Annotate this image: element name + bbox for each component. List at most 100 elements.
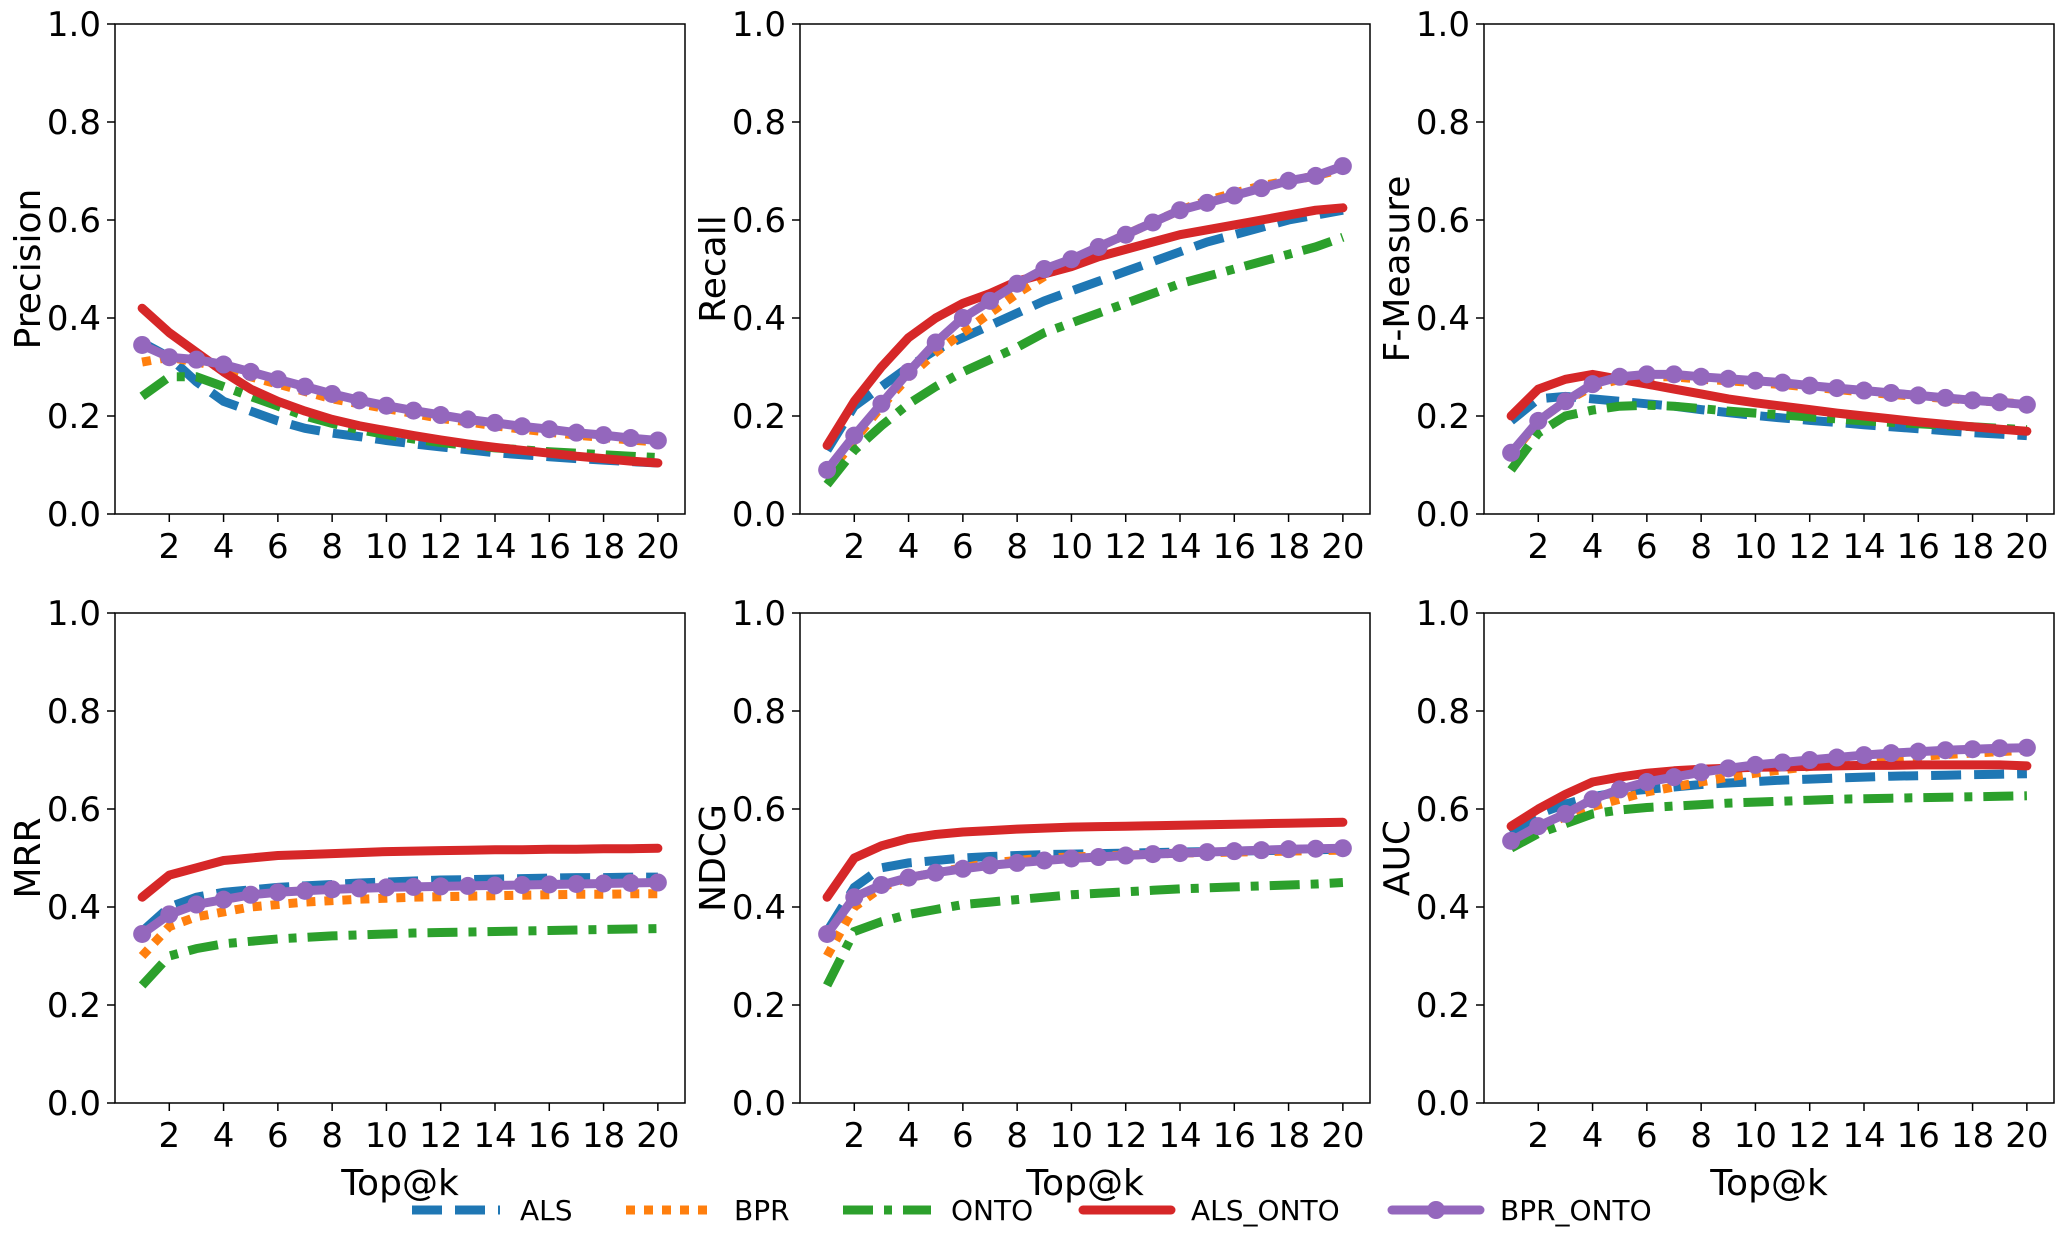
data-point-bpr-onto <box>1610 780 1629 799</box>
data-point-bpr-onto <box>1827 379 1846 398</box>
x-tick-label: 16 <box>1897 527 1940 567</box>
series-line-onto <box>1507 400 2028 473</box>
plot-area <box>800 24 1370 514</box>
legend-label: ALS <box>520 1194 573 1227</box>
y-tick-label: 1.0 <box>47 594 101 634</box>
data-point-bpr-onto <box>1035 851 1054 870</box>
data-point-bpr-onto <box>1610 367 1629 386</box>
data-point-bpr-onto <box>1665 365 1683 384</box>
data-point-bpr-onto <box>1306 839 1325 858</box>
x-tick-label: 20 <box>636 1116 679 1156</box>
data-point-bpr-onto <box>458 410 477 429</box>
series-line-als-onto <box>822 203 1348 450</box>
y-tick-label: 1.0 <box>1416 594 1470 634</box>
data-point-bpr-onto <box>818 924 837 943</box>
x-tick-label: 14 <box>1158 527 1201 567</box>
x-tick-label: 4 <box>213 527 235 567</box>
plot-frame <box>1483 612 2055 1104</box>
x-tick-label: 4 <box>1582 527 1604 567</box>
y-tick-label: 0.0 <box>1416 1084 1470 1124</box>
data-point-bpr-onto <box>1719 369 1738 388</box>
data-point-bpr-onto <box>1225 186 1244 205</box>
data-point-bpr-onto <box>1171 201 1189 220</box>
legend-item-bpr: BPR <box>626 1194 790 1227</box>
chart-panel-mrr: 0.0 0.2 0.4 0.6 0.8 1.0 2 4 6 8 10 12 14 16 18 20 MRR Top… <box>8 594 686 1204</box>
data-point-bpr-onto <box>1583 790 1602 809</box>
y-tick-label: 1.0 <box>732 594 786 634</box>
y-axis-title: AUC <box>1377 820 1418 896</box>
data-point-bpr-onto <box>241 885 260 904</box>
x-tick-label: 6 <box>267 527 289 567</box>
y-tick-label: 0.6 <box>732 790 786 830</box>
x-tick-label: 20 <box>2005 1116 2048 1156</box>
data-point-bpr-onto <box>2017 395 2036 414</box>
y-tick-label: 0.6 <box>1416 201 1470 241</box>
y-tick-label: 1.0 <box>47 5 101 45</box>
legend-label: BPR_ONTO <box>1500 1194 1652 1227</box>
data-point-bpr-onto <box>1692 763 1711 782</box>
series-line-als-onto <box>137 303 663 468</box>
y-tick-label: 0.8 <box>47 103 101 143</box>
data-point-bpr-onto <box>241 362 260 381</box>
data-point-bpr-onto <box>567 874 586 893</box>
x-tick-label: 6 <box>1636 1116 1658 1156</box>
plot-frame <box>114 23 686 515</box>
y-tick-label: 0.2 <box>732 986 786 1026</box>
x-tick-label: 4 <box>898 527 920 567</box>
data-point-bpr-onto <box>1333 157 1352 176</box>
data-point-bpr-onto <box>1936 741 1955 760</box>
series-line-als-onto <box>822 817 1348 902</box>
data-point-bpr-onto <box>1225 842 1244 861</box>
data-point-bpr-onto <box>1800 751 1819 769</box>
series-line-als <box>823 205 1344 453</box>
data-point-bpr-onto <box>214 355 233 374</box>
plot-frame <box>1483 23 2055 515</box>
x-tick-label: 18 <box>582 527 625 567</box>
data-point-bpr-onto <box>1990 393 2009 412</box>
x-tick-label: 10 <box>1050 1116 1093 1156</box>
data-point-bpr-onto <box>1963 740 1982 759</box>
x-tick-label: 2 <box>1527 527 1549 567</box>
x-tick-label: 2 <box>843 1116 865 1156</box>
data-point-bpr-onto <box>404 401 423 420</box>
data-point-bpr-onto <box>1529 411 1548 430</box>
data-point-bpr-onto <box>1171 844 1189 863</box>
legend-item-als-onto: ALS_ONTO <box>1078 1194 1340 1227</box>
data-point-bpr-onto <box>296 881 314 900</box>
data-point-bpr-onto <box>323 384 342 403</box>
y-tick-label: 0.2 <box>732 397 786 437</box>
legend-label: BPR <box>734 1194 790 1227</box>
x-tick-label: 8 <box>321 1116 343 1156</box>
y-tick-label: 0.6 <box>47 201 101 241</box>
x-tick-label: 12 <box>1788 527 1831 567</box>
x-tick-label: 2 <box>1527 1116 1549 1156</box>
data-point-bpr-onto <box>872 875 891 894</box>
y-axis-title: MRR <box>8 817 49 898</box>
y-tick-label: 0.8 <box>47 692 101 732</box>
data-point-bpr-onto <box>1116 225 1135 244</box>
data-point-bpr-onto <box>1583 375 1602 394</box>
data-point-bpr-onto <box>1089 848 1108 867</box>
x-tick-label: 6 <box>952 1116 974 1156</box>
series-group <box>1502 738 2036 853</box>
data-point-bpr-onto <box>377 878 396 897</box>
series-group <box>818 817 1352 988</box>
x-tick-label: 18 <box>582 1116 625 1156</box>
data-point-bpr-onto <box>350 879 369 898</box>
data-point-bpr-onto <box>133 924 152 943</box>
x-tick-label: 16 <box>1213 527 1256 567</box>
legend-item-onto: ONTO <box>843 1194 1033 1227</box>
data-point-bpr-onto <box>1008 274 1027 293</box>
x-tick-label: 4 <box>213 1116 235 1156</box>
y-tick-label: 1.0 <box>1416 5 1470 45</box>
x-tick-label: 8 <box>1690 527 1712 567</box>
data-point-bpr-onto <box>1279 840 1298 859</box>
data-point-bpr-onto <box>621 873 640 892</box>
data-point-bpr-onto <box>1198 193 1217 212</box>
data-point-bpr-onto <box>1855 381 1873 400</box>
x-tick-label: 16 <box>528 527 571 567</box>
data-point-bpr-onto <box>486 876 504 895</box>
x-tick-label: 14 <box>473 1116 516 1156</box>
data-point-bpr-onto <box>1746 371 1765 390</box>
legend: ALS BPR ONTO ALS_ONTO BPR_ONTO <box>412 1194 1652 1227</box>
